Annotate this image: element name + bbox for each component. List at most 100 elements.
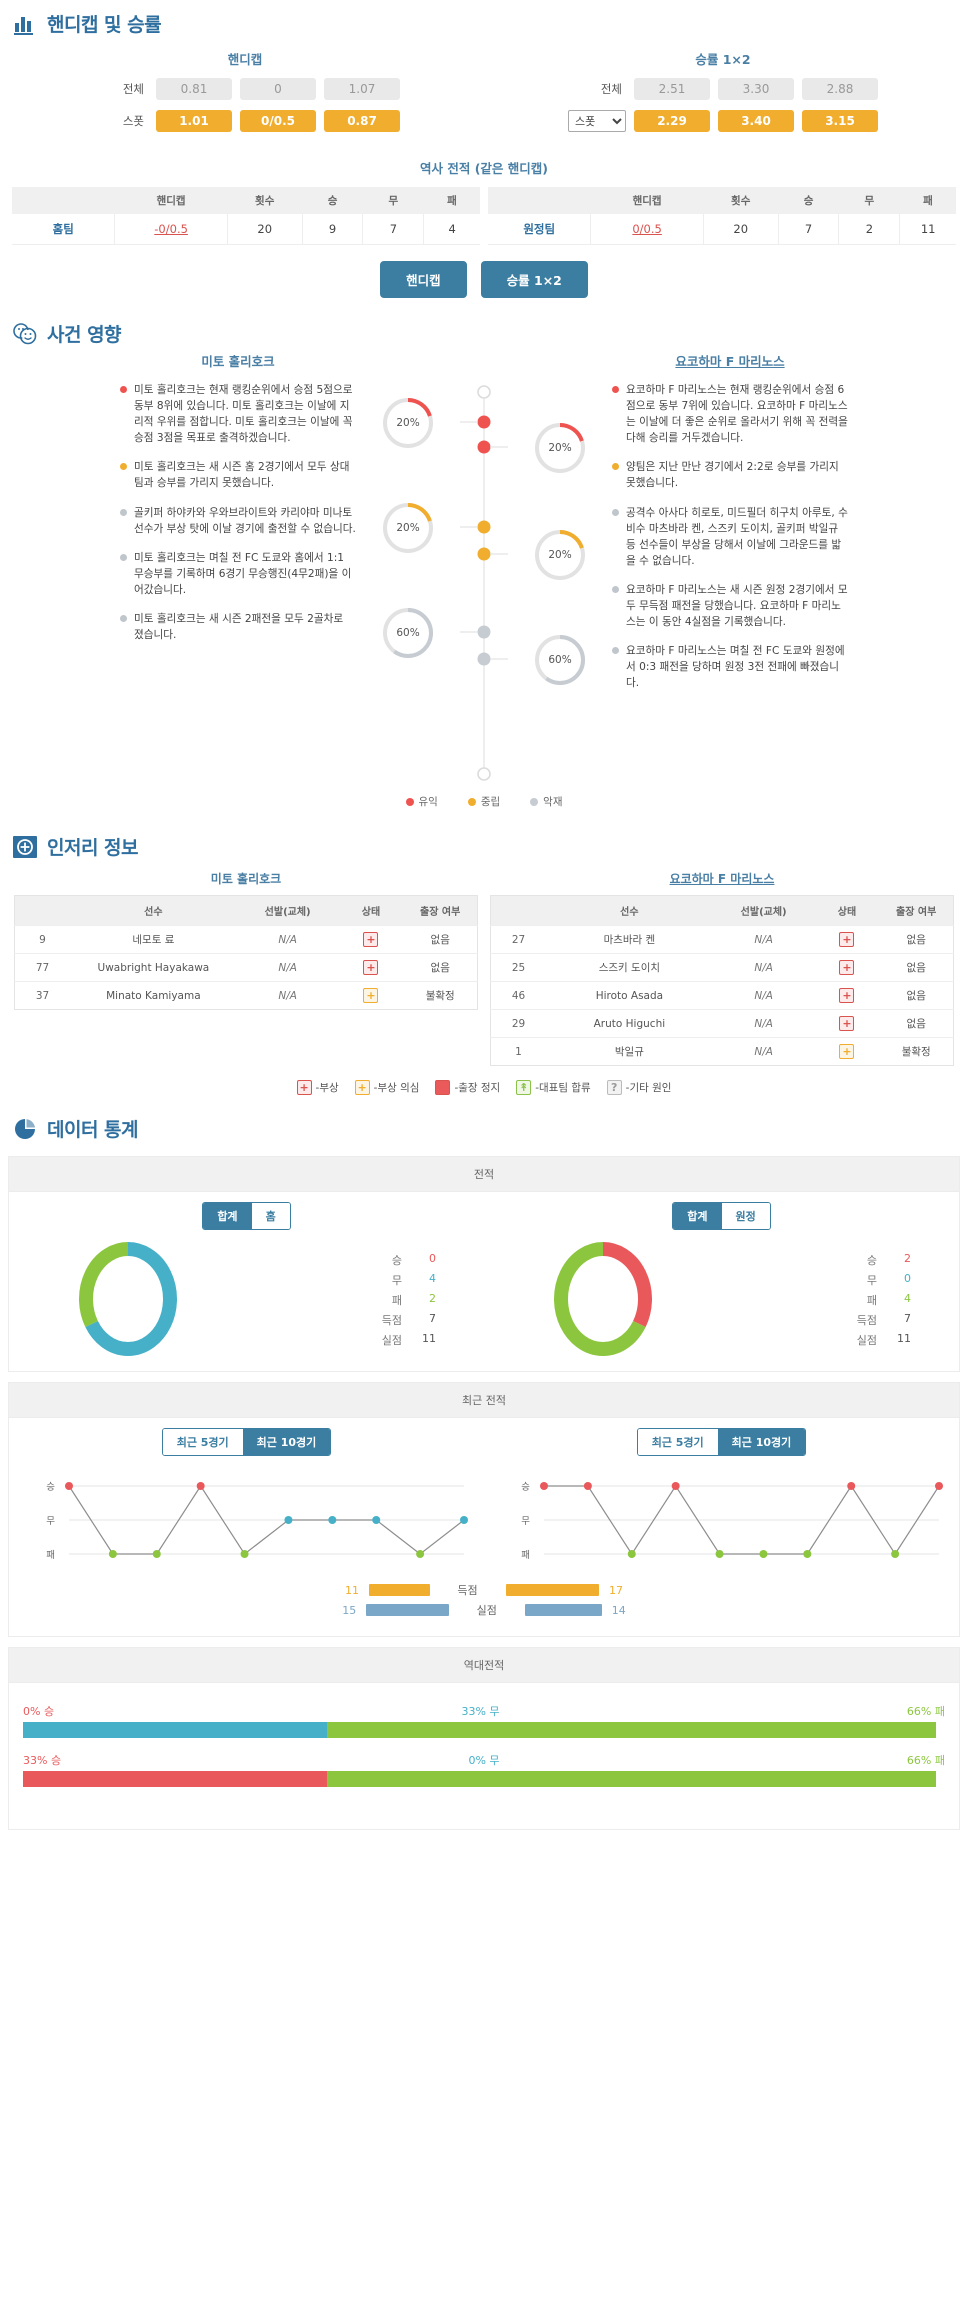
record-home-toggle-total[interactable]: 합계 xyxy=(203,1203,252,1229)
stat-label: 득점 xyxy=(856,1313,877,1327)
legend-item: 유익 xyxy=(405,794,438,809)
injury-legend-label: -대표팀 합류 xyxy=(535,1082,591,1094)
form-point[interactable] xyxy=(108,1550,117,1558)
goal-right-value: 17 xyxy=(609,1583,623,1597)
odds-source-select[interactable]: 스폿전체 xyxy=(568,110,626,132)
player-lineup: N/A xyxy=(712,953,815,982)
handicap-title: 핸디캡 xyxy=(227,52,263,67)
form-point[interactable] xyxy=(152,1550,161,1558)
ei-away-bullets: 요코하마 F 마리노스는 현재 랭킹순위에서 승점 6점으로 동부 7위에 있습… xyxy=(612,382,848,692)
stat-line: 득점 7 xyxy=(247,1310,436,1330)
form-point[interactable] xyxy=(671,1482,680,1490)
handicap-spot-2[interactable]: 0/0.5 xyxy=(240,110,316,132)
form-point[interactable] xyxy=(65,1482,73,1490)
record-away-donut-box xyxy=(484,1242,722,1357)
form-point[interactable] xyxy=(372,1516,381,1524)
handicap-odds-col: 핸디캡 전체 0.81 0 1.07 스폿 1.01 0/0.5 0.87 xyxy=(6,41,484,142)
player-status: + xyxy=(814,925,880,954)
recent-away-toggle-5[interactable]: 최근 5경기 xyxy=(637,1429,718,1455)
player-number: 9 xyxy=(14,925,71,954)
axis-label: 패 xyxy=(46,1550,55,1561)
winrate-title: 승률 1×2 xyxy=(695,52,751,67)
goal-right-bar xyxy=(505,1584,599,1596)
player-name: 스즈키 도이치 xyxy=(546,953,713,982)
form-point[interactable] xyxy=(715,1550,724,1558)
winrate-spot-2[interactable]: 3.40 xyxy=(718,110,794,132)
recent-toggles-row: 최근 5경기 최근 10경기 최근 5경기 최근 10경기 xyxy=(9,1428,959,1456)
h2h-draw-label: 33% 무 xyxy=(461,1705,500,1718)
record-home-toggle-home[interactable]: 홈 xyxy=(251,1203,290,1229)
form-point[interactable] xyxy=(803,1550,812,1558)
donut-slice xyxy=(78,1242,129,1328)
h2h-seg-win xyxy=(23,1771,328,1787)
ei-home-bullets: 미토 홀리호크는 현재 랭킹순위에서 승점 5점으로 동부 8위에 있습니다. … xyxy=(120,382,356,643)
recent-away-line-chart: 승무패 xyxy=(521,1482,943,1561)
stat-label: 무 xyxy=(391,1273,402,1287)
winrate-spot-3[interactable]: 3.15 xyxy=(802,110,878,132)
goal-left-value: 11 xyxy=(345,1583,359,1597)
form-point[interactable] xyxy=(759,1550,768,1558)
record-away-half: 승 2 무 0 패 4 득점 7 실점 11 xyxy=(484,1242,959,1357)
player-lineup: N/A xyxy=(712,981,815,1010)
form-point[interactable] xyxy=(935,1482,943,1490)
record-away-toggle-away[interactable]: 원정 xyxy=(721,1203,770,1229)
impact-gauge: 20% xyxy=(533,421,587,475)
stat-label: 패 xyxy=(391,1293,402,1307)
handicap-spot-3[interactable]: 0.87 xyxy=(324,110,400,132)
winrate-spot-1[interactable]: 2.29 xyxy=(634,110,710,132)
player-number: 1 xyxy=(490,1037,547,1066)
winrate-button[interactable]: 승률 1×2 xyxy=(480,261,588,298)
winrate-all-row: 전체 2.51 3.30 2.88 xyxy=(484,78,962,100)
form-point[interactable] xyxy=(847,1482,856,1490)
form-point[interactable] xyxy=(540,1482,548,1490)
impact-gauge-value: 60% xyxy=(396,627,420,639)
handicap-spot-1[interactable]: 1.01 xyxy=(156,110,232,132)
form-point[interactable] xyxy=(328,1516,337,1524)
donut-slice xyxy=(85,1242,177,1356)
recent-away-toggle-10[interactable]: 최근 10경기 xyxy=(717,1429,806,1455)
impact-gauge: 20% xyxy=(381,396,435,450)
injury-icon: + xyxy=(839,988,855,1003)
recent-form-panel: 최근 전적 최근 5경기 최근 10경기 최근 5경기 최근 10경기 xyxy=(8,1382,960,1637)
record-away-toggle-total[interactable]: 합계 xyxy=(673,1203,722,1229)
winrate-all-2[interactable]: 3.30 xyxy=(718,78,794,100)
th-loss: 패 xyxy=(423,187,480,214)
away-handicap[interactable]: 0/0.5 xyxy=(590,214,704,245)
event-impact-item: 요코하마 F 마리노스는 새 시즌 원정 2경기에서 모두 무득점 패전을 당했… xyxy=(612,582,848,630)
record-away-donut xyxy=(553,1242,652,1356)
handicap-all-2[interactable]: 0 xyxy=(240,78,316,100)
record-away-toggle[interactable]: 합계 원정 xyxy=(672,1202,771,1230)
handicap-all-3[interactable]: 1.07 xyxy=(324,78,400,100)
player-number: 46 xyxy=(490,981,547,1010)
handicap-all-row: 전체 0.81 0 1.07 xyxy=(6,78,484,100)
h2h-labels: 33% 승 0% 무 66% 패 xyxy=(23,1752,945,1768)
form-point[interactable] xyxy=(460,1516,468,1524)
form-point[interactable] xyxy=(583,1482,592,1490)
record-away-values: 승 2 무 0 패 4 득점 7 실점 11 xyxy=(722,1250,960,1350)
th-handicap: 핸디캡 xyxy=(114,187,228,214)
form-point[interactable] xyxy=(891,1550,900,1558)
handicap-all-1[interactable]: 0.81 xyxy=(156,78,232,100)
recent-away-toggle[interactable]: 최근 5경기 최근 10경기 xyxy=(636,1428,807,1456)
player-name: Aruto Higuchi xyxy=(546,1009,713,1038)
record-home-toggle[interactable]: 합계 홈 xyxy=(202,1202,291,1230)
winrate-all-3[interactable]: 2.88 xyxy=(802,78,878,100)
event-impact-item: 요코하마 F 마리노스는 현재 랭킹순위에서 승점 6점으로 동부 7위에 있습… xyxy=(612,382,848,446)
recent-home-toggle-10[interactable]: 최근 10경기 xyxy=(242,1429,331,1455)
winrate-all-1[interactable]: 2.51 xyxy=(634,78,710,100)
recent-home-toggle[interactable]: 최근 5경기 최근 10경기 xyxy=(161,1428,332,1456)
handicap-button[interactable]: 핸디캡 xyxy=(380,261,467,298)
form-point[interactable] xyxy=(416,1550,425,1558)
th-start: 선발(교체) xyxy=(236,895,339,926)
form-point[interactable] xyxy=(196,1482,205,1490)
form-point[interactable] xyxy=(284,1516,293,1524)
record-panel-body: 합계 홈 합계 원정 승 0 무 4 패 2 득점 7 실점 11 xyxy=(9,1192,959,1371)
home-loss: 4 xyxy=(423,214,480,245)
stat-label: 승 xyxy=(391,1253,402,1267)
home-handicap[interactable]: -0/0.5 xyxy=(114,214,228,245)
stat-value: 7 xyxy=(429,1311,436,1325)
form-point[interactable] xyxy=(627,1550,636,1558)
recent-home-toggle-5[interactable]: 최근 5경기 xyxy=(162,1429,243,1455)
form-point[interactable] xyxy=(240,1550,249,1558)
